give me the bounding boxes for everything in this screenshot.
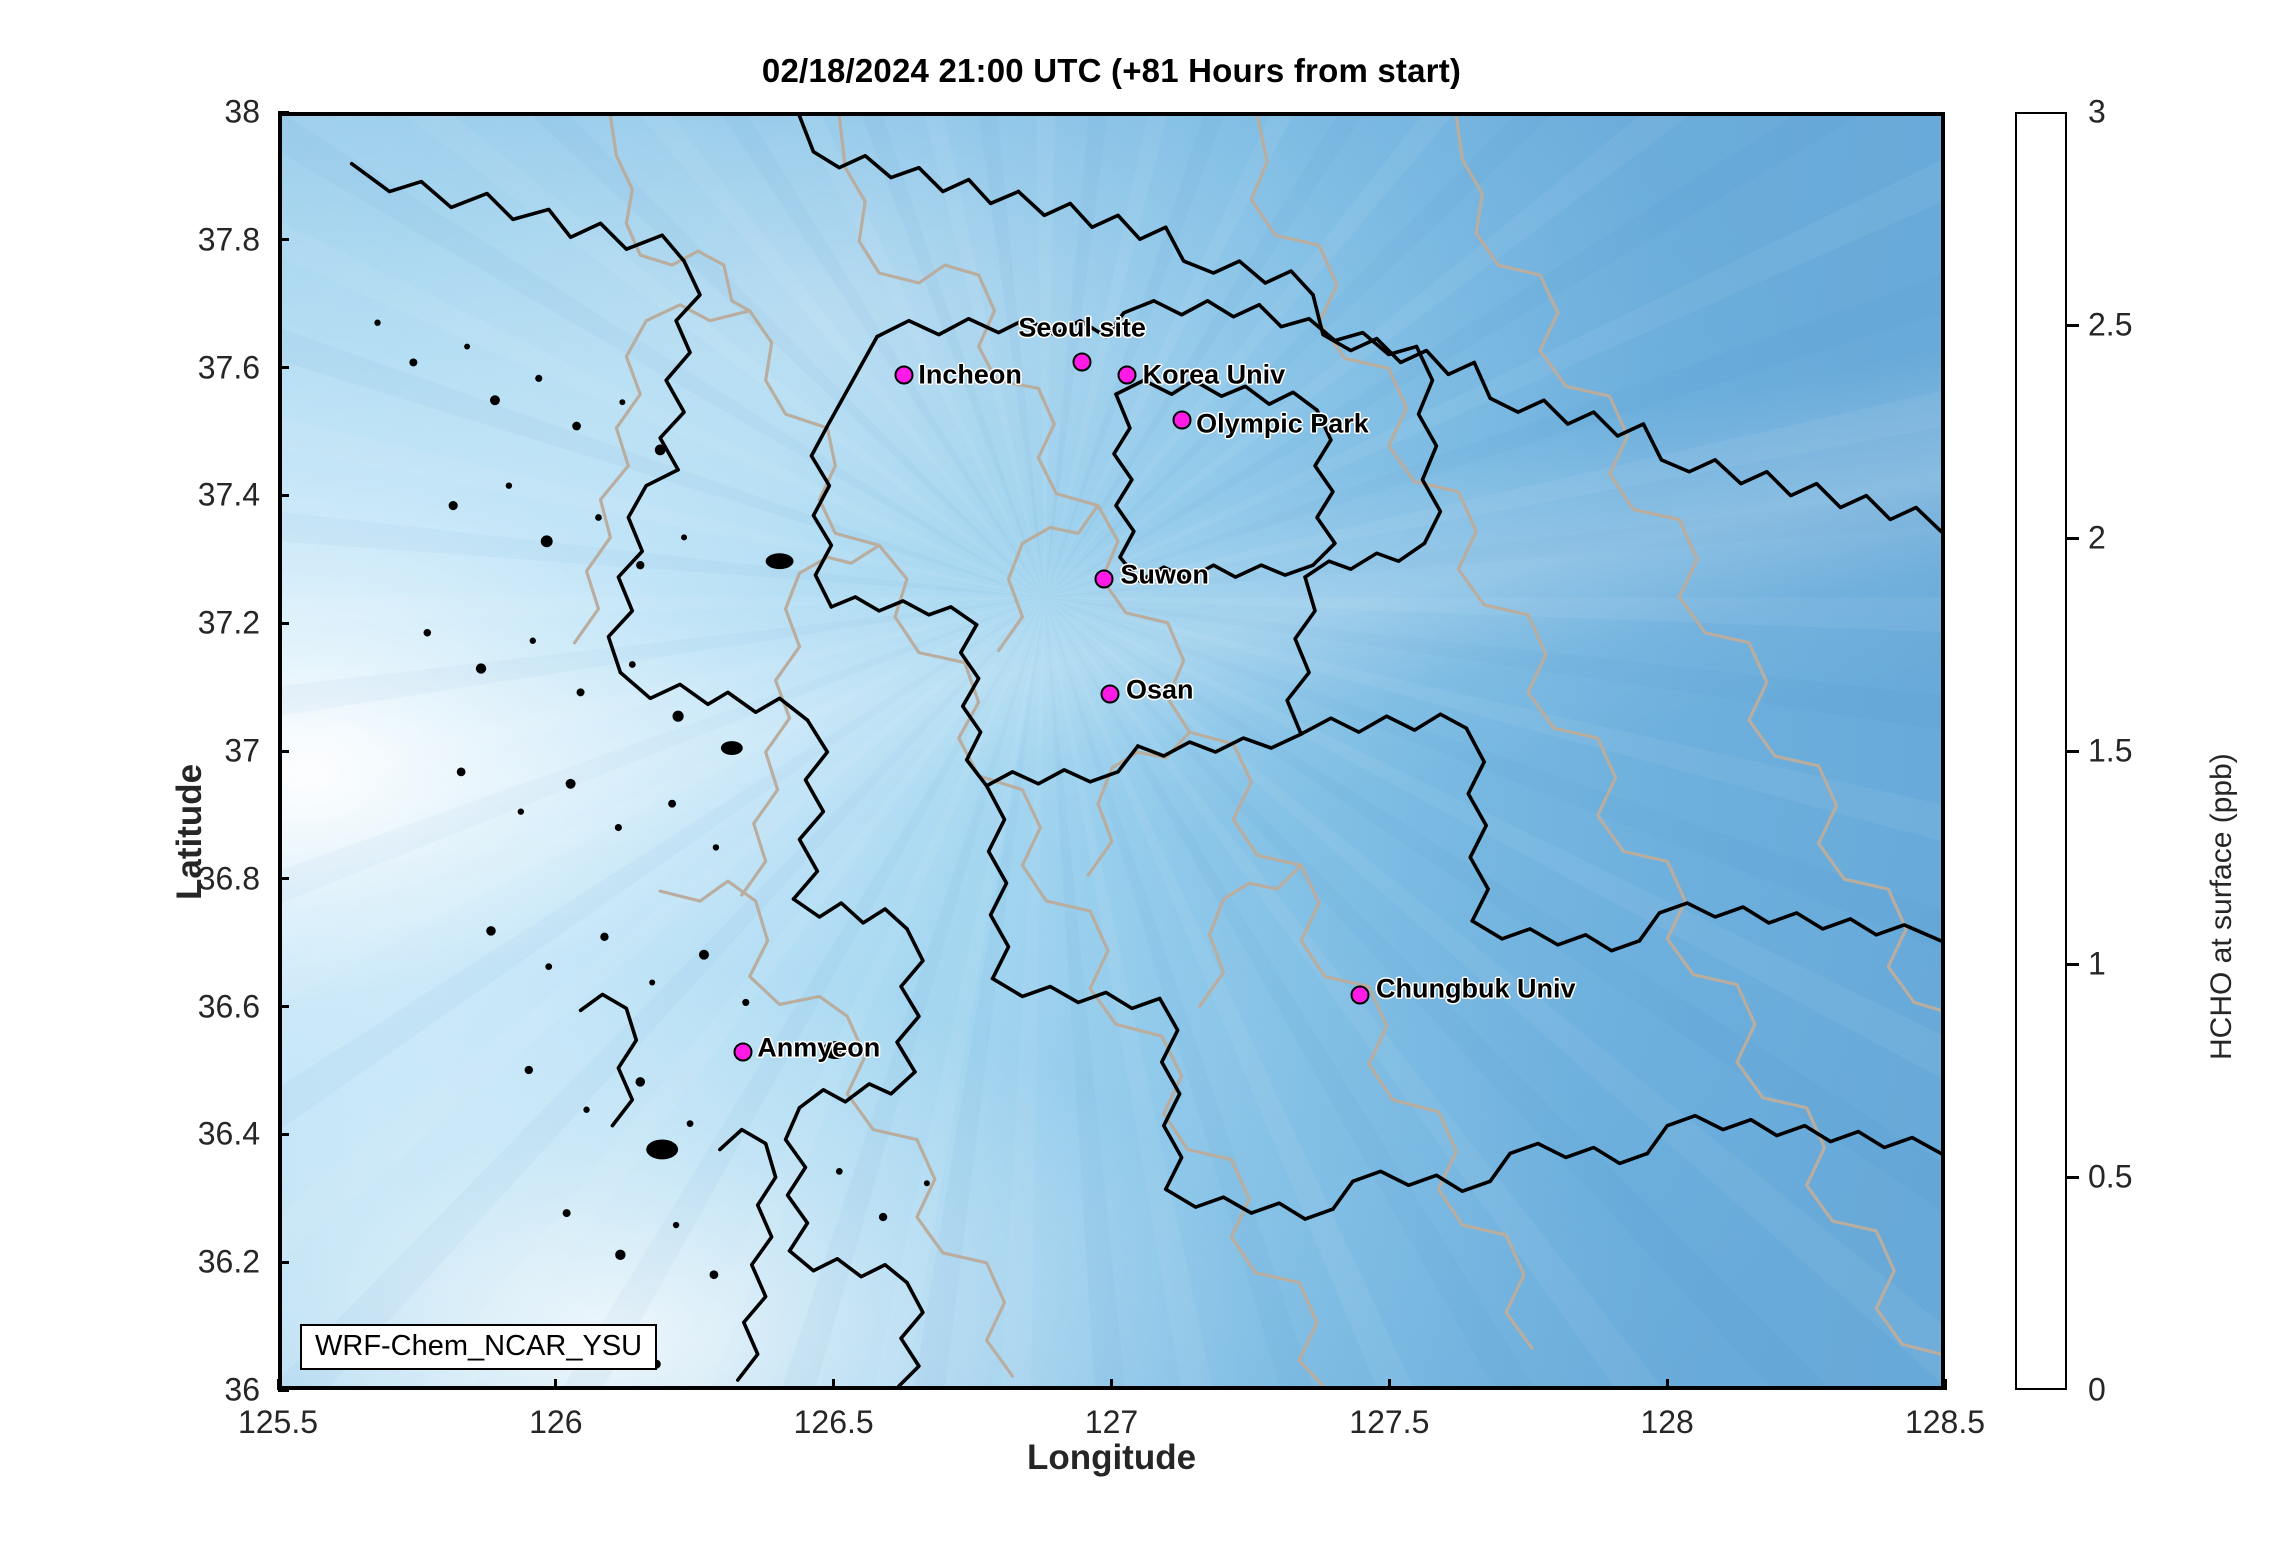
x-tick-label: 125.5 — [237, 1404, 319, 1440]
station-marker-suwon[interactable] — [1094, 569, 1114, 589]
colorbar-tick-label: 3 — [2088, 93, 2106, 130]
x-tick-mark — [1387, 1379, 1391, 1390]
x-tick-mark — [554, 1379, 558, 1390]
station-marker-korea-univ[interactable] — [1117, 365, 1137, 385]
y-tick-label: 37 — [224, 732, 260, 769]
colorbar-tick-label: 2 — [2088, 519, 2106, 556]
colorbar-tick-label: 0.5 — [2088, 1158, 2133, 1195]
station-marker-chungbuk-univ[interactable] — [1350, 985, 1370, 1005]
y-tick-mark — [278, 1132, 289, 1136]
y-tick-mark — [278, 238, 289, 242]
station-label-seoul-site: Seoul site — [1018, 312, 1146, 343]
station-label-chungbuk-univ: Chungbuk Univ — [1375, 973, 1576, 1004]
colorbar-title: HCHO at surface (ppb) — [2205, 753, 2238, 1060]
y-tick-label: 36.8 — [197, 860, 260, 897]
y-tick-label: 37.4 — [197, 476, 260, 513]
station-marker-anmyeon[interactable] — [733, 1042, 753, 1062]
x-tick-label: 126.5 — [793, 1404, 874, 1440]
station-label-korea-univ: Korea Univ — [1142, 359, 1286, 390]
y-tick-mark — [278, 1388, 289, 1392]
y-tick-mark — [278, 366, 289, 370]
colorbar — [2015, 112, 2067, 1390]
model-annotation: WRF-Chem_NCAR_YSU — [300, 1323, 658, 1370]
x-tick-label: 128 — [1640, 1404, 1694, 1440]
colorbar-tick-mark — [2067, 749, 2079, 753]
x-tick-mark — [832, 1379, 836, 1390]
colorbar-tick-label: 2.5 — [2088, 306, 2133, 343]
station-label-olympic-park: Olympic Park — [1196, 408, 1369, 439]
station-label-osan: Osan — [1125, 674, 1194, 705]
y-tick-mark — [278, 110, 289, 114]
y-tick-label: 38 — [224, 93, 260, 130]
x-tick-label: 126 — [529, 1404, 583, 1440]
x-tick-label: 127.5 — [1349, 1404, 1430, 1440]
map-axes: Seoul site Incheon Korea Univ Olympic Park S… — [278, 112, 1945, 1390]
y-tick-label: 36.4 — [197, 1115, 260, 1152]
y-tick-label: 37.6 — [197, 349, 260, 386]
y-tick-label: 36.6 — [197, 988, 260, 1025]
station-marker-incheon[interactable] — [894, 365, 914, 385]
colorbar-tick-label: 1.5 — [2088, 732, 2133, 769]
y-tick-label: 36 — [224, 1371, 260, 1408]
x-tick-mark — [1665, 1379, 1669, 1390]
station-label-incheon: Incheon — [918, 359, 1022, 390]
x-tick-label: 128.5 — [1904, 1404, 1986, 1440]
y-tick-mark — [278, 621, 289, 625]
station-marker-seoul-site[interactable] — [1072, 352, 1092, 372]
y-tick-mark — [278, 493, 289, 497]
colorbar-tick-mark — [2067, 1175, 2079, 1179]
colorbar-gradient — [2017, 114, 2065, 1388]
y-tick-label: 37.2 — [197, 604, 260, 641]
colorbar-tick-mark — [2067, 323, 2079, 327]
municipal-boundaries — [572, 116, 1941, 1386]
x-tick-mark — [1110, 1379, 1113, 1390]
colorbar-tick-mark — [2067, 536, 2079, 540]
x-tick-label: 127 — [1084, 1404, 1139, 1440]
y-tick-label: 37.8 — [197, 221, 260, 258]
colorbar-tick-label: 1 — [2088, 945, 2106, 982]
x-axis-title: Longitude — [1026, 1438, 1197, 1477]
map-field: Seoul site Incheon Korea Univ Olympic Park S… — [282, 116, 1941, 1386]
station-marker-osan[interactable] — [1100, 684, 1120, 704]
y-tick-label: 36.2 — [197, 1243, 260, 1280]
y-tick-mark — [278, 1005, 289, 1009]
y-tick-mark — [278, 877, 289, 881]
colorbar-tick-label: 0 — [2088, 1371, 2106, 1408]
station-marker-olympic-park[interactable] — [1172, 410, 1192, 430]
x-tick-mark — [276, 1379, 280, 1390]
islands — [374, 319, 930, 1369]
y-tick-mark — [278, 749, 289, 753]
geography-overlay — [282, 116, 1941, 1386]
coastline-and-province-borders — [349, 116, 1941, 1386]
colorbar-tick-mark — [2067, 962, 2079, 966]
plot-title: 02/18/2024 21:00 UTC (+81 Hours from sta… — [761, 52, 1462, 89]
station-label-suwon: Suwon — [1120, 559, 1209, 590]
x-tick-mark — [1943, 1379, 1947, 1390]
station-label-anmyeon: Anmyeon — [757, 1032, 881, 1063]
y-tick-mark — [278, 1260, 289, 1264]
